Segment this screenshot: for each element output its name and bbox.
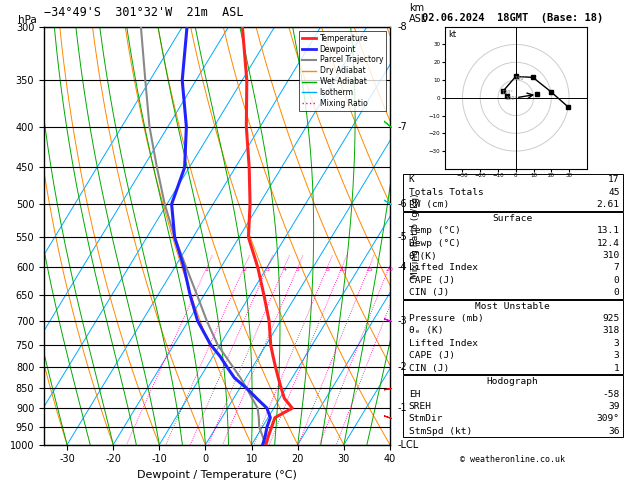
Text: K: K	[409, 175, 415, 184]
Text: 17: 17	[608, 175, 620, 184]
Text: kt: kt	[448, 30, 457, 39]
Text: θₑ (K): θₑ (K)	[409, 327, 443, 335]
Text: StmDir: StmDir	[409, 414, 443, 423]
Text: 02.06.2024  18GMT  (Base: 18): 02.06.2024 18GMT (Base: 18)	[422, 13, 603, 23]
Text: -6: -6	[398, 199, 408, 209]
Text: 0: 0	[614, 276, 620, 285]
Text: 3: 3	[614, 351, 620, 360]
Text: Hodograph: Hodograph	[487, 377, 538, 386]
Text: -3: -3	[398, 316, 408, 326]
Text: 180°: 180°	[514, 76, 526, 81]
Text: Mixing Ratio (g/kg): Mixing Ratio (g/kg)	[411, 193, 420, 278]
Text: 318: 318	[603, 327, 620, 335]
Text: 15: 15	[365, 267, 373, 272]
Text: 5: 5	[296, 267, 299, 272]
Text: Most Unstable: Most Unstable	[476, 302, 550, 311]
Text: 3: 3	[265, 267, 269, 272]
Text: StmSpd (kt): StmSpd (kt)	[409, 427, 472, 435]
Text: 100°: 100°	[505, 96, 517, 101]
Text: 2: 2	[242, 267, 246, 272]
Text: -8: -8	[398, 22, 408, 32]
Text: 20: 20	[385, 267, 393, 272]
Text: CIN (J): CIN (J)	[409, 364, 449, 373]
Text: -5: -5	[398, 232, 408, 242]
Text: Lifted Index: Lifted Index	[409, 339, 478, 348]
Text: Temp (°C): Temp (°C)	[409, 226, 460, 235]
Text: 36: 36	[608, 427, 620, 435]
Text: CAPE (J): CAPE (J)	[409, 276, 455, 285]
Text: 1: 1	[614, 364, 620, 373]
Text: Totals Totals: Totals Totals	[409, 188, 484, 197]
Text: 10: 10	[338, 267, 346, 272]
Text: PW (cm): PW (cm)	[409, 200, 449, 209]
Text: -LCL: -LCL	[398, 440, 419, 450]
Text: Lifted Index: Lifted Index	[409, 263, 478, 272]
Text: -58: -58	[603, 390, 620, 399]
Text: 7: 7	[614, 263, 620, 272]
Text: 0: 0	[614, 288, 620, 297]
Text: CAPE (J): CAPE (J)	[409, 351, 455, 360]
Text: 4: 4	[282, 267, 286, 272]
Text: 310: 310	[603, 251, 620, 260]
Text: Surface: Surface	[493, 214, 533, 223]
Text: 13.1: 13.1	[596, 226, 620, 235]
Text: 120°: 120°	[502, 90, 513, 95]
Text: 39: 39	[608, 402, 620, 411]
Text: −34°49'S  301°32'W  21m  ASL: −34°49'S 301°32'W 21m ASL	[44, 6, 243, 19]
Text: Pressure (mb): Pressure (mb)	[409, 314, 484, 323]
Text: km
ASL: km ASL	[409, 3, 427, 24]
Text: © weatheronline.co.uk: © weatheronline.co.uk	[460, 455, 565, 464]
Text: -1: -1	[398, 403, 408, 413]
Text: hPa: hPa	[18, 15, 37, 25]
Text: EH: EH	[409, 390, 420, 399]
Text: 309°: 309°	[596, 414, 620, 423]
Text: 12.4: 12.4	[596, 239, 620, 247]
Legend: Temperature, Dewpoint, Parcel Trajectory, Dry Adiabat, Wet Adiabat, Isotherm, Mi: Temperature, Dewpoint, Parcel Trajectory…	[299, 31, 386, 111]
Text: 1: 1	[205, 267, 209, 272]
Text: Dewp (°C): Dewp (°C)	[409, 239, 460, 247]
Text: -4: -4	[398, 262, 408, 272]
Text: CIN (J): CIN (J)	[409, 288, 449, 297]
Text: SREH: SREH	[409, 402, 432, 411]
Text: 3: 3	[614, 339, 620, 348]
Text: -2: -2	[398, 362, 408, 372]
X-axis label: Dewpoint / Temperature (°C): Dewpoint / Temperature (°C)	[137, 470, 297, 480]
Text: -7: -7	[398, 122, 408, 132]
Text: 8: 8	[325, 267, 329, 272]
Text: θᴄ(K): θᴄ(K)	[409, 251, 438, 260]
Text: 2.61: 2.61	[596, 200, 620, 209]
Text: 925: 925	[603, 314, 620, 323]
Text: 45: 45	[608, 188, 620, 197]
